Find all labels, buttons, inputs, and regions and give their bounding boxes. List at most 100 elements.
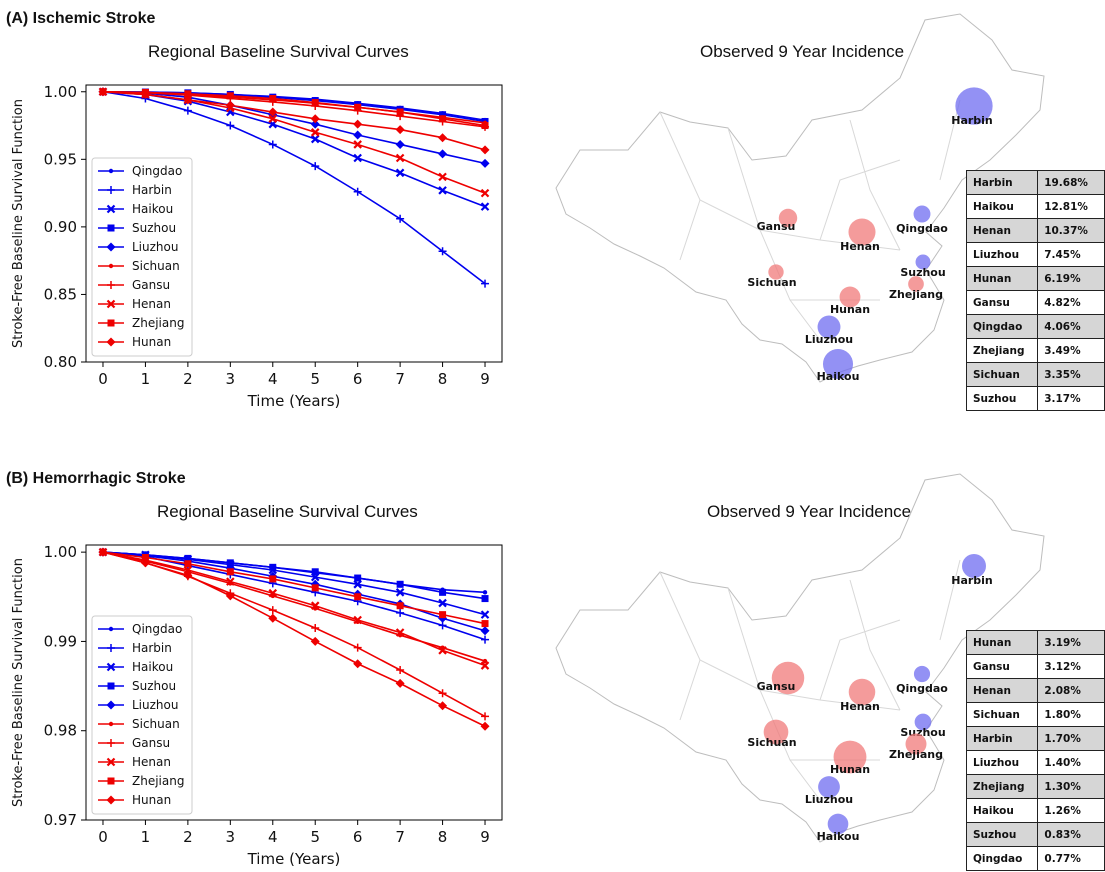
survival-chart-hemorrhagic: 0 1 2 3 4 5 6 7 8 9 1.00 0.99 0.98 0.97 Time (Years) St… (11, 543, 503, 868)
chart-a-point-haikou (395, 168, 405, 178)
map-a-bubble-gansu (778, 208, 798, 228)
chart-b-y-tick-label: 0.97 (44, 811, 77, 829)
map-a-city-label-harbin: Harbin (951, 114, 993, 127)
chart-a-point-liuzhou (353, 130, 363, 140)
map-b-bubble-gansu (771, 661, 805, 695)
chart-b-legend-marker (106, 795, 116, 805)
chart-b-point-zhejiang (396, 602, 404, 610)
map-a-city-label-zhejiang: Zhejiang (889, 288, 943, 301)
table-b-region: Liuzhou (965, 750, 1039, 775)
map-a-city-label-liuzhou: Liuzhou (805, 333, 853, 346)
map-a-bubble-haikou (822, 348, 854, 380)
table-a-value: 3.35% (1037, 362, 1105, 387)
map-a-city-label-hunan: Hunan (830, 303, 870, 316)
chart-a-legend-marker (107, 186, 115, 194)
chart-b-point-gansu (268, 606, 277, 615)
chart-a-legend-label: Liuzhou (132, 240, 178, 254)
map-b-bubble-zhejiang (905, 733, 927, 755)
table-a-row: Henan 10.37% (965, 218, 1105, 243)
map-a-city-label-sichuan: Sichuan (747, 276, 796, 289)
chart-b-point-hunan (183, 570, 193, 580)
chart-a-point-henan (353, 140, 362, 149)
table-a-row: Liuzhou 7.45% (965, 242, 1105, 267)
chart-b-line-zhejiang (102, 551, 486, 625)
table-b-region: Suzhou (965, 822, 1039, 847)
map-b-city-label-gansu: Gansu (757, 680, 796, 693)
chart-a-point-hunan (480, 145, 490, 155)
chart-a-legend-marker (106, 337, 116, 347)
chart-b-legend-label: Liuzhou (132, 698, 178, 712)
chart-b-point-liuzhou (480, 626, 490, 636)
chart-a-series-hunan (98, 87, 490, 155)
table-b-value: 1.26% (1037, 798, 1105, 823)
chart-b-point-henan (268, 588, 278, 598)
chart-a-point-henan (438, 172, 447, 182)
table-a-region: Gansu (965, 290, 1039, 315)
panel-a-title: (A) Ischemic Stroke (6, 10, 156, 27)
chart-b-point-sichuan (482, 658, 488, 664)
survival-chart-ischemic: 0 1 2 3 4 5 6 7 8 9 1.00 0.95 0.90 0.85 0.80 Time (Year… (11, 83, 503, 410)
chart-b-legend-label: Suzhou (132, 679, 176, 693)
map-b-city-label-liuzhou: Liuzhou (805, 793, 853, 806)
table-a-row: Zhejiang 3.49% (965, 338, 1105, 363)
chart-b-point-qingdao (482, 590, 488, 595)
table-b-row: Harbin 1.70% (965, 726, 1105, 751)
table-b-row: Liuzhou 1.40% (965, 750, 1105, 775)
table-b-row: Zhejiang 1.30% (965, 774, 1105, 799)
chart-b-legend-label: Hunan (132, 793, 171, 807)
map-a-city-label-haikou: Haikou (817, 370, 860, 383)
map-a-bubble-henan (848, 218, 876, 246)
chart-a-x-axis-label: Time (Years) (247, 392, 341, 410)
chart-a-point-hunan (268, 107, 278, 117)
chart-a-legend-label: Sichuan (132, 259, 180, 273)
chart-a-y-tick-label: 1.00 (44, 83, 77, 101)
chart-b-legend-marker (107, 777, 115, 785)
chart-a-x-tick-label: 1 (141, 370, 151, 388)
table-a-row: Suzhou 3.17% (965, 386, 1105, 411)
table-b-row: Haikou 1.26% (965, 798, 1105, 823)
chart-a-point-harbin (353, 187, 362, 196)
chart-b-point-suzhou (439, 588, 447, 596)
table-b-row: Henan 2.08% (965, 678, 1105, 703)
chart-a-legend-label: Haikou (132, 202, 173, 216)
map-a-bubble-zhejiang (908, 276, 924, 292)
chart-b-point-harbin (396, 608, 405, 617)
chart-a-x-tick-label: 2 (183, 370, 193, 388)
table-a-region: Sichuan (965, 362, 1039, 387)
panel-b-title: (B) Hemorrhagic Stroke (6, 470, 186, 487)
map-b-bubble-sichuan (763, 719, 789, 745)
chart-a-legend-marker (108, 263, 114, 269)
chart-b-x-tick-label: 6 (353, 828, 363, 846)
chart-a-y-axis-label: Stroke-Free Baseline Survival Function (11, 99, 26, 348)
chart-b-legend-label: Gansu (132, 736, 170, 750)
chart-a-line-hunan (102, 90, 486, 151)
chart-b-x-tick-label: 7 (395, 828, 405, 846)
chart-a-point-zhejiang (269, 95, 277, 103)
incidence-table-ischemic: Harbin 19.68% Haikou 12.81% Henan 10.37% Liuzh… (965, 170, 1105, 411)
chart-b-point-zhejiang (311, 584, 319, 592)
map-b-city-label-hunan: Hunan (830, 763, 870, 776)
incidence-table-hemorrhagic: Hunan 3.19% Gansu 3.12% Henan 2.08% Sichuan 1.8… (965, 630, 1105, 871)
table-a-row: Sichuan 3.35% (965, 362, 1105, 387)
table-b-region: Harbin (965, 726, 1039, 751)
chart-a-point-zhejiang (396, 108, 404, 116)
chart-b-point-suzhou (226, 559, 234, 567)
chart-b-legend-label: Harbin (132, 641, 172, 655)
chart-a-point-henan (480, 188, 490, 198)
chart-b-point-suzhou (311, 568, 319, 576)
incidence-map-ischemic: Harbin Gansu Henan Qingdao Suzhou Sichuan Huna… (555, 13, 1045, 383)
chart-b-series-hunan (98, 547, 490, 731)
chart-a-point-zhejiang (184, 90, 192, 98)
chart-a-y-tick-label: 0.90 (44, 218, 77, 236)
chart-b-point-gansu (438, 689, 447, 698)
table-a-value: 19.68% (1037, 170, 1105, 195)
map-a-province-border (849, 119, 901, 251)
table-b-value: 3.12% (1037, 654, 1105, 679)
table-b-value: 2.08% (1037, 678, 1105, 703)
chart-a-point-henan (310, 128, 320, 137)
map-b-china-map: HarbinGansuHenanQingdaoSuzhouSichuanHuna… (555, 473, 1045, 843)
chart-b-point-henan (353, 615, 362, 625)
chart-a-point-harbin (438, 247, 447, 256)
map-a-city-label-qingdao: Qingdao (896, 222, 948, 235)
map-a-bubble-sichuan (768, 264, 784, 280)
